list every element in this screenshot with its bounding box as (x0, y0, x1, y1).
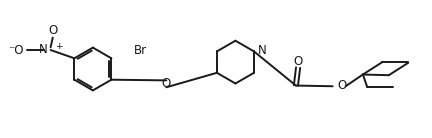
Text: O: O (337, 79, 347, 92)
Text: N: N (257, 44, 266, 57)
Text: O: O (48, 24, 57, 37)
Text: O: O (293, 55, 303, 68)
Text: ⁻O: ⁻O (8, 43, 24, 57)
Text: O: O (162, 77, 171, 90)
Text: Br: Br (134, 44, 147, 57)
Text: N: N (39, 43, 48, 56)
Text: +: + (54, 42, 62, 51)
